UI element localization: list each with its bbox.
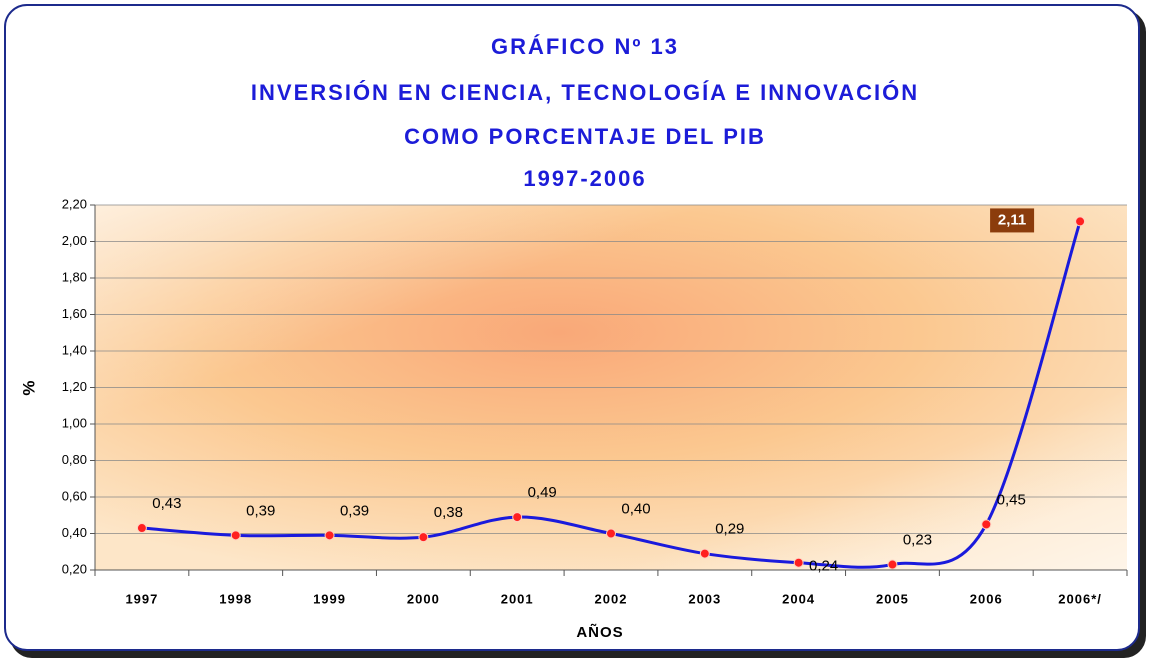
value-label: 0,38	[434, 504, 463, 521]
marker	[136, 523, 147, 534]
marker	[324, 530, 335, 541]
x-tick-label: 2001	[501, 591, 534, 606]
y-tick-label: 1,00	[62, 415, 87, 430]
marker	[981, 519, 992, 530]
chart-title: 1997-2006	[523, 166, 646, 191]
y-tick-label: 0,20	[62, 561, 87, 576]
marker	[230, 530, 241, 541]
x-tick-label: 2000	[407, 591, 440, 606]
marker	[512, 512, 523, 523]
x-tick-label: 2006*/	[1058, 591, 1102, 606]
x-tick-label: 2004	[782, 591, 815, 606]
value-label: 0,40	[621, 500, 650, 517]
value-label: 2,11	[998, 211, 1026, 228]
y-tick-label: 0,40	[62, 525, 87, 540]
x-axis-label: AÑOS	[576, 623, 623, 641]
marker	[1075, 216, 1086, 227]
y-tick-label: 1,60	[62, 306, 87, 321]
y-tick-label: 0,60	[62, 488, 87, 503]
value-label: 0,29	[715, 521, 744, 538]
y-tick-label: 1,40	[62, 342, 87, 357]
chart-title: INVERSIÓN EN CIENCIA, TECNOLOGÍA E INNOV…	[251, 80, 919, 105]
value-label: 0,39	[246, 502, 275, 519]
value-label: 0,24	[809, 558, 838, 575]
marker	[699, 548, 710, 559]
value-label: 0,23	[903, 531, 932, 548]
x-tick-label: 1997	[125, 591, 158, 606]
chart-title: GRÁFICO Nº 13	[491, 34, 679, 59]
line	[141, 220, 1082, 569]
marker	[887, 559, 898, 570]
value-label: 0,39	[340, 502, 369, 519]
y-tick-label: 2,00	[62, 233, 87, 248]
value-label-box	[990, 208, 1035, 233]
x-tick-label: 1998	[219, 591, 252, 606]
value-label: 0,49	[528, 484, 557, 501]
value-label: 0,43	[152, 495, 181, 512]
value-label: 0,45	[997, 491, 1026, 508]
x-tick-label: 2003	[688, 591, 721, 606]
x-tick-label: 2002	[595, 591, 628, 606]
x-tick-label: 1999	[313, 591, 346, 606]
y-tick-label: 0,80	[62, 452, 87, 467]
marker	[793, 557, 804, 568]
y-tick-label: 1,80	[62, 269, 87, 284]
y-axis-label: %	[19, 380, 38, 395]
y-tick-label: 1,20	[62, 379, 87, 394]
marker	[418, 532, 429, 543]
y-tick-label: 2,20	[62, 196, 87, 211]
chart-title: COMO PORCENTAJE DEL PIB	[404, 124, 766, 149]
marker	[606, 528, 616, 539]
x-tick-label: 2005	[876, 591, 909, 606]
x-tick-label: 2006	[970, 591, 1003, 606]
